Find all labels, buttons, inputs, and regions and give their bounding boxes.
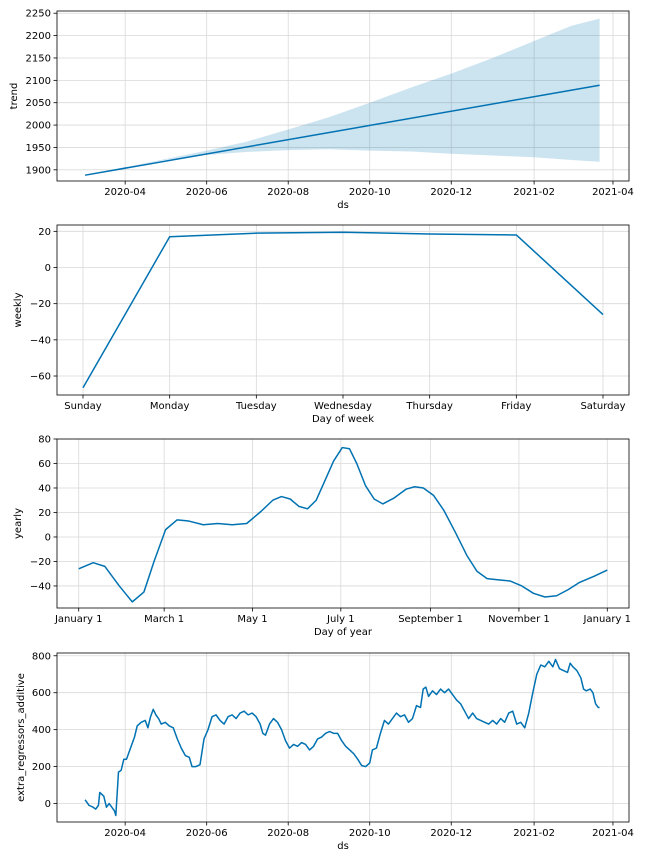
x-tick-label: 2020-04 (104, 187, 146, 198)
chart-panel-3: January 1 March 1 May 1 July 1 September 1 No… (13, 435, 631, 639)
x-tick-label: Friday (501, 401, 531, 412)
series-line-1 (84, 658, 600, 817)
series-line-1 (82, 231, 604, 389)
x-tick-label: 2021-02 (513, 187, 555, 198)
chart-panel-4: 2020-04 2020-06 2020-08 2020-10 2020-12 2021-… (16, 651, 634, 852)
y-tick-label: 1950 (26, 143, 51, 154)
y-tick-label: −20 (30, 557, 51, 568)
x-tick-label: 2021-04 (592, 828, 634, 839)
x-tick-label: November 1 (488, 614, 550, 625)
axes-frame (56, 10, 630, 182)
x-tick-label: 2020-06 (186, 828, 228, 839)
x-tick-label: Saturday (580, 401, 625, 412)
axes-frame (56, 438, 630, 609)
y-tick-label: 2000 (26, 121, 51, 132)
y-tick-label: 40 (38, 483, 51, 494)
y-axis-label: trend (9, 83, 20, 110)
x-tick-label: July 1 (326, 614, 355, 625)
y-tick-label: −60 (30, 372, 51, 383)
x-tick-label: January 1 (54, 614, 102, 625)
x-tick-label: Tuesday (235, 401, 277, 412)
x-tick-label: 2020-06 (186, 187, 228, 198)
series-line-1 (84, 84, 600, 176)
y-tick-label: 20 (38, 508, 51, 519)
x-tick-label: Wednesday (314, 401, 372, 412)
x-tick-label: September 1 (398, 614, 463, 625)
y-tick-label: 0 (45, 799, 51, 810)
y-tick-label: 1900 (26, 165, 51, 176)
y-tick-label: 2200 (26, 31, 51, 42)
uncertainty-band (85, 18, 600, 176)
y-axis-label: extra_regressors_additive (16, 673, 27, 802)
chart-panel-2: Sunday Monday Tuesday Wednesday Thursday Frid… (13, 224, 630, 425)
y-tick-label: 2050 (26, 98, 51, 109)
chart-panel-1: 2020-04 2020-06 2020-08 2020-10 2020-12 2021-… (9, 9, 634, 211)
axes-frame (56, 652, 630, 823)
y-tick-label: 400 (32, 725, 51, 736)
x-axis-label: Day of year (314, 627, 373, 638)
y-tick-label: 2100 (26, 76, 51, 87)
y-tick-label: 800 (32, 651, 51, 662)
x-axis-label: ds (337, 841, 349, 852)
y-tick-label: 600 (32, 688, 51, 699)
x-tick-label: 2020-10 (349, 828, 391, 839)
y-tick-label: 20 (38, 227, 51, 238)
x-tick-label: Monday (150, 401, 190, 412)
x-axis-label: ds (337, 200, 349, 211)
series-line-1 (78, 446, 608, 603)
y-tick-label: 60 (38, 459, 51, 470)
x-tick-label: 2020-08 (267, 828, 309, 839)
y-axis-label: weekly (13, 292, 24, 327)
x-tick-label: May 1 (237, 614, 267, 625)
x-tick-label: January 1 (583, 614, 631, 625)
x-tick-label: March 1 (144, 614, 184, 625)
y-tick-label: 2250 (26, 9, 51, 20)
y-tick-label: 0 (45, 532, 51, 543)
y-tick-label: 200 (32, 762, 51, 773)
y-tick-label: 0 (45, 263, 51, 274)
x-tick-label: Sunday (64, 401, 101, 412)
y-tick-label: −20 (30, 299, 51, 310)
x-tick-label: 2020-08 (267, 187, 309, 198)
y-tick-label: −40 (30, 581, 51, 592)
y-tick-label: −40 (30, 335, 51, 346)
y-axis-label: yearly (13, 508, 24, 539)
x-tick-label: 2020-12 (430, 828, 472, 839)
x-tick-label: 2021-04 (592, 187, 634, 198)
y-tick-label: 80 (38, 435, 51, 446)
x-tick-label: 2020-04 (104, 828, 146, 839)
x-tick-label: Thursday (405, 401, 453, 412)
x-tick-label: 2020-12 (430, 187, 472, 198)
x-axis-label: Day of week (312, 414, 374, 425)
x-tick-label: 2021-02 (513, 828, 555, 839)
x-tick-label: 2020-10 (349, 187, 391, 198)
y-tick-label: 2150 (26, 53, 51, 64)
